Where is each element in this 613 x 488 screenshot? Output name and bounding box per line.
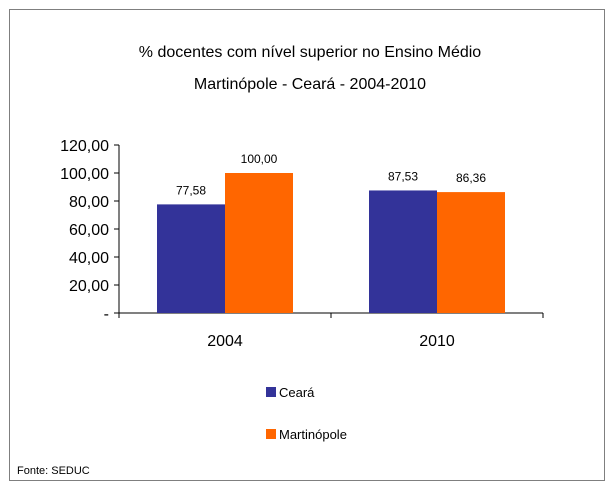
- x-category-label: 2010: [419, 333, 455, 350]
- y-axis: - 20,00 40,00 60,00 80,00 100,00 120,00: [60, 138, 120, 323]
- y-tick-label: 120,00: [60, 138, 109, 155]
- legend-label: Ceará: [279, 385, 315, 400]
- legend-label: Martinópole: [279, 427, 347, 442]
- y-tick-label: 60,00: [69, 222, 109, 239]
- legend: Ceará Martinópole: [266, 385, 347, 442]
- y-tick-label: 100,00: [60, 166, 109, 183]
- chart-frame: [9, 9, 605, 481]
- bar-ceara: [369, 190, 437, 313]
- data-label: 86,36: [456, 171, 486, 185]
- y-tick-label: -: [104, 306, 109, 323]
- data-label: 77,58: [176, 183, 206, 197]
- bar-martinopole: [225, 173, 293, 313]
- data-label: 87,53: [388, 169, 418, 183]
- chart-title: % docentes com nível superior no Ensino …: [139, 44, 482, 61]
- bar-ceara: [157, 204, 225, 313]
- bar-martinopole: [437, 192, 505, 313]
- chart-subtitle: Martinópole - Ceará - 2004-2010: [194, 76, 426, 93]
- legend-swatch: [266, 429, 276, 439]
- legend-swatch: [266, 387, 276, 397]
- bars: [157, 173, 505, 313]
- x-axis: 2004 2010: [118, 312, 544, 350]
- data-label: 100,00: [241, 152, 278, 166]
- y-tick-label: 80,00: [69, 194, 109, 211]
- y-tick-label: 20,00: [69, 278, 109, 295]
- source-note: Fonte: SEDUC: [17, 465, 90, 477]
- data-labels: 77,58 100,00 87,53 86,36: [176, 152, 486, 197]
- x-category-label: 2004: [207, 333, 243, 350]
- y-tick-label: 40,00: [69, 250, 109, 267]
